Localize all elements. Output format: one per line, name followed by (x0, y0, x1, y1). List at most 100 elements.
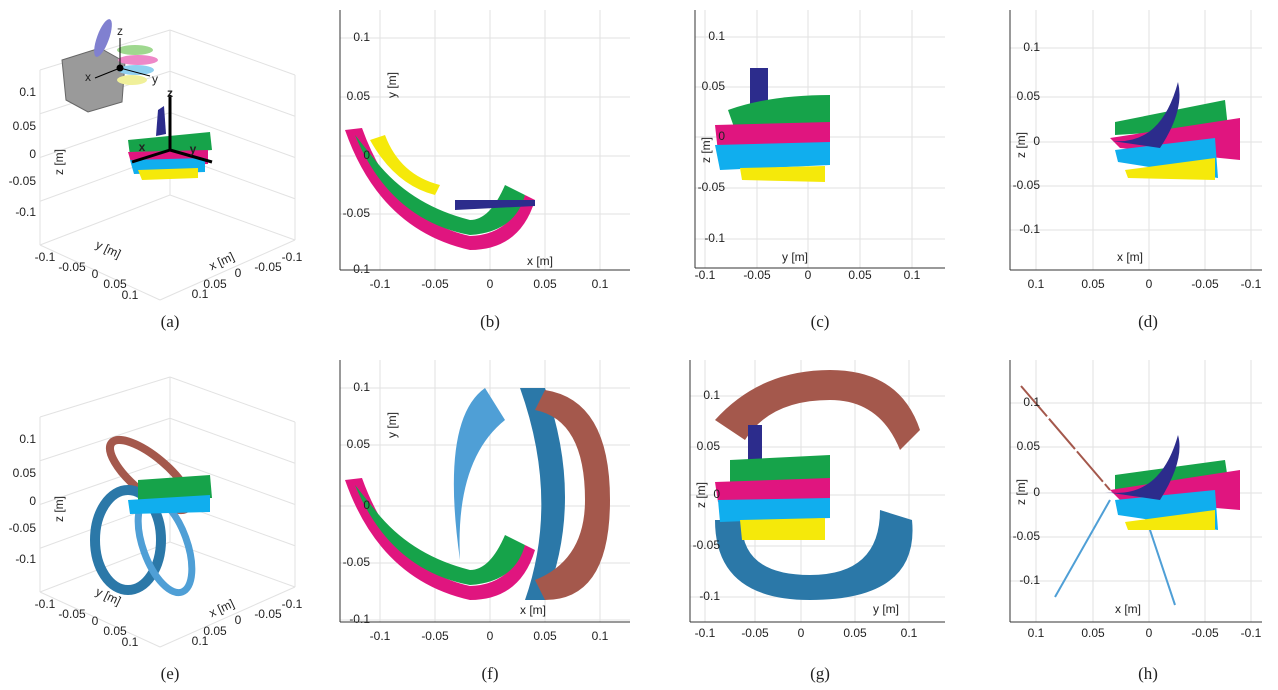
y-tick-label: -0.05 (1013, 529, 1041, 543)
x-tick-label: -0.1 (695, 268, 716, 282)
grid-line (169, 417, 296, 464)
x-tick-label: 0.1 (192, 287, 209, 301)
x-axis-label: x [m] (1117, 250, 1143, 264)
z-tick-label: -0.1 (15, 552, 36, 566)
y-axis-label: y [m] (385, 412, 399, 438)
y-tick-label: 0.05 (1017, 89, 1041, 103)
x-axis-label: y [m] (782, 250, 808, 264)
z-tick-label: -0.05 (9, 174, 37, 188)
caption: (b) (480, 312, 500, 331)
y-tick-label: 0.1 (122, 288, 139, 302)
caption: (e) (161, 664, 180, 683)
y-tick-label: -0.1 (1019, 573, 1040, 587)
hand-inset (61, 19, 158, 113)
x-tick-label: -0.05 (254, 260, 282, 274)
workspace-c (715, 68, 830, 182)
x-tick-label: -0.1 (370, 277, 391, 291)
x-tick-label: 0 (487, 277, 494, 291)
grid-line (169, 459, 296, 505)
x-tick-label: 0.1 (904, 268, 921, 282)
y-tick-label: 0.1 (1023, 40, 1040, 54)
y-axis-label: y [m] (94, 237, 123, 261)
y-tick-label: 0 (363, 498, 370, 512)
y-axis-label: y [m] (385, 72, 399, 98)
x-tick-label: -0.1 (282, 597, 303, 611)
x-tick-label: -0.05 (741, 626, 769, 640)
y-tick-label: 0.05 (697, 439, 721, 453)
workspace-b (345, 128, 535, 250)
y-tick-label: -0.1 (704, 231, 725, 245)
z-tick-label: 0.1 (19, 432, 36, 446)
hand-axis-label: z (117, 24, 123, 38)
frame-axis-label: y (190, 142, 197, 156)
box-edge (39, 591, 161, 648)
y-tick-label: -0.05 (1013, 178, 1041, 192)
x-tick-label: 0.05 (848, 268, 872, 282)
caption: (h) (1138, 664, 1158, 683)
x-tick-label: 0 (1146, 277, 1153, 291)
workspace-e (90, 436, 212, 597)
grid-line (39, 417, 171, 462)
x-tick-label: 0.05 (533, 629, 557, 643)
x-tick-label: -0.1 (282, 250, 303, 264)
caption: (a) (161, 312, 180, 331)
x-tick-label: 0.05 (1081, 277, 1105, 291)
y-axis-label: z [m] (694, 482, 708, 508)
caption: (d) (1138, 312, 1158, 331)
x-tick-label: 0.05 (843, 626, 867, 640)
caption: (f) (482, 664, 499, 683)
z-tick-label: -0.1 (15, 205, 36, 219)
x-tick-label: -0.05 (421, 277, 449, 291)
z-tick-label: 0.1 (19, 85, 36, 99)
grid-line (169, 112, 296, 158)
x-tick-label: -0.05 (421, 629, 449, 643)
hand-frame (94, 38, 151, 79)
x-tick-label: 0 (235, 266, 242, 280)
y-tick-label: 0.1 (703, 388, 720, 402)
box-edge (169, 376, 296, 423)
x-tick-label: -0.05 (254, 607, 282, 621)
x-tick-label: 0 (805, 268, 812, 282)
y-axis-label: z [m] (1014, 479, 1028, 505)
y-tick-label: 0.1 (353, 30, 370, 44)
y-tick-label: 0.05 (1017, 439, 1041, 453)
y-tick-label: 0 (363, 148, 370, 162)
y-tick-label: 0.1 (122, 635, 139, 649)
y-tick-label: 0.05 (702, 79, 726, 93)
z-tick-label: 0 (29, 494, 36, 508)
frame-axis-label: z (167, 86, 173, 100)
y-tick-label: -0.1 (35, 250, 56, 264)
box-edge (159, 586, 296, 648)
y-tick-label: -0.1 (1019, 222, 1040, 236)
y-tick-label: 0 (1033, 485, 1040, 499)
hand-axis-label: x (85, 70, 91, 84)
y-tick-label: 0.1 (353, 380, 370, 394)
workspace-g (715, 370, 920, 600)
y-tick-label: 0 (1033, 134, 1040, 148)
x-tick-label: 0.1 (901, 626, 918, 640)
box-edge (169, 194, 296, 241)
x-axis-label: x [m] (207, 249, 236, 273)
caption: (c) (811, 312, 830, 331)
x-tick-label: 0.1 (592, 277, 609, 291)
y-tick-label: 0.1 (1023, 395, 1040, 409)
x-tick-label: -0.05 (1191, 626, 1219, 640)
y-tick-label: -0.05 (698, 180, 726, 194)
grid-line (169, 70, 296, 117)
workspace-d (1105, 82, 1240, 180)
grid-line (39, 459, 171, 505)
y-tick-label: -0.1 (699, 589, 720, 603)
y-axis-label: z [m] (699, 137, 713, 163)
x-axis-label: x [m] (207, 596, 236, 620)
box-edge (169, 29, 296, 76)
x-tick-label: 0.1 (1028, 277, 1045, 291)
caption: (g) (810, 664, 830, 683)
x-axis-label: x [m] (527, 254, 553, 268)
x-tick-label: -0.1 (370, 629, 391, 643)
y-tick-label: 0.05 (103, 277, 127, 291)
y-tick-label: 0.05 (347, 437, 371, 451)
x-tick-label: 0 (798, 626, 805, 640)
box-edge (159, 239, 296, 301)
y-tick-label: -0.05 (343, 206, 371, 220)
